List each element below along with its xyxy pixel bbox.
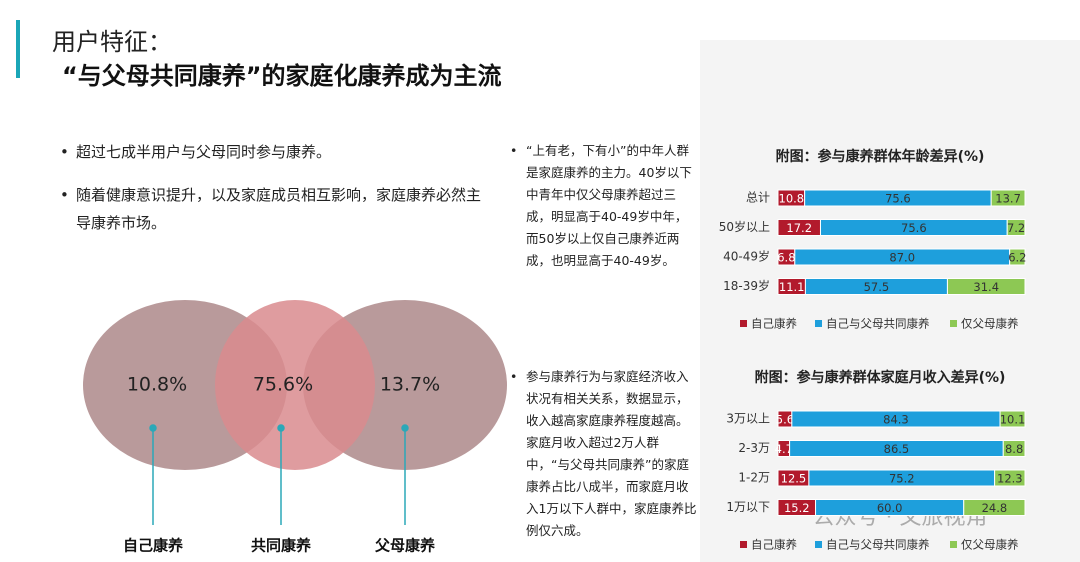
legend-label: 自己康养 bbox=[751, 538, 797, 552]
venn: 10.8% 75.6% 13.7% 自己康养 共同康养 父母康养 bbox=[83, 300, 507, 555]
title-line1: 用户特征： bbox=[52, 28, 172, 56]
note: “上有老，下有小”的中年人群是家庭康养的主力。40岁以下中青年中仅父母康养超过三… bbox=[510, 140, 698, 272]
bullet: 超过七成半用户与父母同时参与康养。 bbox=[60, 138, 486, 166]
connector-dot bbox=[277, 424, 285, 432]
connector-dot bbox=[149, 424, 157, 432]
venn-label: 自己康养 bbox=[123, 537, 184, 555]
chart-title: 附图：参与康养群体家庭月收入差异(%) bbox=[755, 369, 1006, 386]
data-label: 11.1 bbox=[779, 280, 805, 294]
venn-value: 75.6% bbox=[253, 374, 313, 396]
category-label: 40-49岁 bbox=[723, 249, 770, 264]
data-label: 87.0 bbox=[889, 251, 915, 265]
note: 参与康养行为与家庭经济收入状况有相关关系，数据显示，收入越高家庭康养程度越高。家… bbox=[510, 366, 698, 542]
data-label: 86.5 bbox=[884, 442, 910, 456]
legend-swatch bbox=[815, 541, 822, 548]
connector-dot bbox=[401, 424, 409, 432]
data-label: 13.7 bbox=[995, 192, 1021, 206]
data-label: 5.6 bbox=[776, 413, 794, 427]
bar-segment bbox=[994, 469, 1026, 487]
legend-swatch bbox=[950, 541, 957, 548]
data-label: 12.3 bbox=[997, 472, 1023, 486]
bullet: 随着健康意识提升，以及家庭成员相互影响，家庭康养必然主导康养市场。 bbox=[60, 181, 486, 237]
data-label: 7.2 bbox=[1007, 221, 1025, 235]
data-label: 6.8 bbox=[777, 251, 795, 265]
bar-segment bbox=[1002, 440, 1026, 457]
data-label: 31.4 bbox=[973, 280, 999, 294]
data-label: 75.6 bbox=[901, 221, 927, 235]
data-label: 8.8 bbox=[1005, 442, 1023, 456]
data-label: 24.8 bbox=[982, 501, 1008, 515]
data-label: 60.0 bbox=[877, 501, 903, 515]
legend-label: 自己与父母共同康养 bbox=[826, 538, 930, 552]
data-label: 57.5 bbox=[864, 280, 890, 294]
bar-segment bbox=[990, 189, 1026, 207]
category-label: 2-3万 bbox=[738, 441, 770, 455]
category-label: 1万以下 bbox=[726, 500, 770, 514]
data-label: 10.1 bbox=[1000, 413, 1026, 427]
venn-value: 13.7% bbox=[380, 374, 440, 396]
data-label: 17.2 bbox=[786, 221, 812, 235]
accent-bar bbox=[16, 20, 20, 78]
chart-title: 附图：参与康养群体年龄差异(%) bbox=[776, 148, 985, 165]
legend-label: 自己与父母共同康养 bbox=[826, 317, 930, 331]
bar-segment bbox=[946, 278, 1026, 295]
venn-label: 父母康养 bbox=[374, 537, 436, 555]
category-label: 3万以上 bbox=[726, 412, 770, 426]
data-label: 75.6 bbox=[885, 192, 911, 206]
category-label: 总计 bbox=[746, 191, 770, 205]
legend-swatch bbox=[740, 320, 747, 327]
data-label: 75.2 bbox=[889, 472, 915, 486]
data-label: 4.7 bbox=[775, 442, 793, 456]
data-label: 10.8 bbox=[779, 192, 805, 206]
venn-value: 10.8% bbox=[127, 374, 187, 396]
legend-label: 仅父母康养 bbox=[961, 538, 1019, 552]
category-label: 50岁以上 bbox=[719, 219, 770, 234]
legend-swatch bbox=[815, 320, 822, 327]
legend-swatch bbox=[950, 320, 957, 327]
category-label: 18-39岁 bbox=[723, 278, 770, 293]
data-label: 15.2 bbox=[784, 501, 810, 515]
bar-segment bbox=[999, 410, 1026, 428]
bar-segment bbox=[963, 499, 1026, 516]
venn-label: 共同康养 bbox=[251, 537, 312, 555]
venn-middle bbox=[215, 300, 375, 470]
legend-label: 仅父母康养 bbox=[961, 317, 1019, 331]
data-label: 6.2 bbox=[1008, 251, 1026, 265]
data-label: 12.5 bbox=[781, 472, 807, 486]
title-line2: “与父母共同康养”的家庭化康养成为主流 bbox=[62, 62, 502, 90]
legend-label: 自己康养 bbox=[751, 317, 797, 331]
bar-segment bbox=[1006, 219, 1026, 236]
legend-swatch bbox=[740, 541, 747, 548]
bar-segment bbox=[1009, 248, 1026, 266]
category-label: 1-2万 bbox=[738, 471, 770, 485]
data-label: 84.3 bbox=[883, 413, 909, 427]
